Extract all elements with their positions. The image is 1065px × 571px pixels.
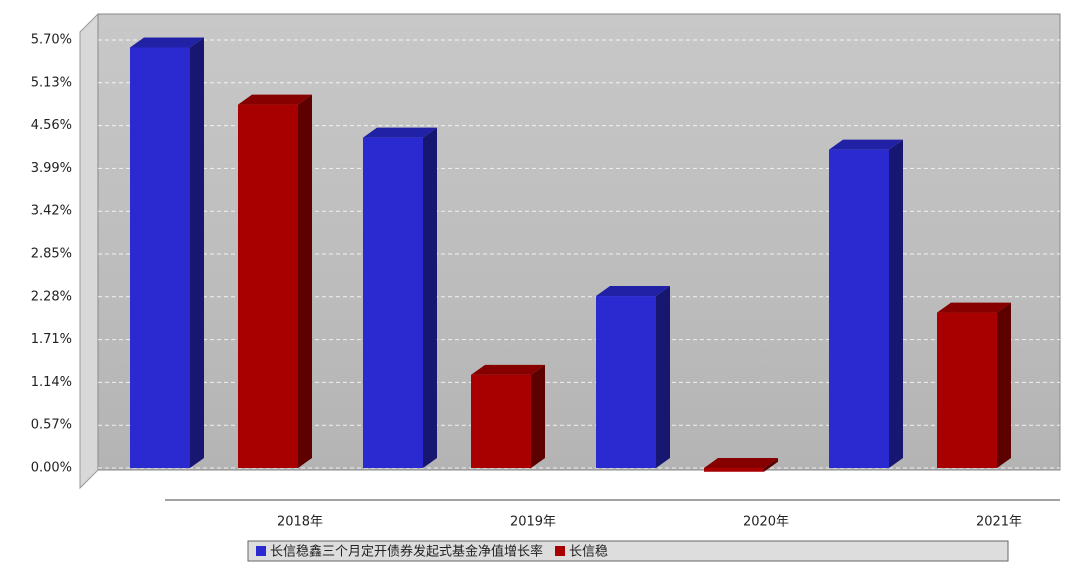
bar-top xyxy=(596,286,670,297)
bar-side xyxy=(889,139,903,469)
bar-top xyxy=(363,127,437,138)
y-tick-label: 1.14% xyxy=(31,375,72,390)
bar-top xyxy=(471,364,545,375)
legend-label: 长信稳鑫三个月定开债券发起式基金净值增长率 xyxy=(270,544,543,560)
bar xyxy=(238,104,298,468)
legend-swatch xyxy=(256,546,266,556)
bar-top xyxy=(829,139,903,150)
x-tick-label: 2018年 xyxy=(277,515,323,530)
bar-top xyxy=(130,37,204,48)
y-tick-label: 5.13% xyxy=(31,75,72,90)
legend-label: 长信稳 xyxy=(569,544,608,560)
bar xyxy=(363,137,423,469)
x-tick-label: 2019年 xyxy=(510,515,556,530)
bar-side xyxy=(656,286,670,468)
bar xyxy=(704,468,764,472)
bar xyxy=(596,296,656,468)
bar xyxy=(130,47,190,468)
bar-side xyxy=(764,458,778,472)
y-tick-label: 3.42% xyxy=(31,204,72,219)
bar-side xyxy=(531,364,545,468)
bar-side xyxy=(298,94,312,468)
y-tick-label: 2.28% xyxy=(31,289,72,304)
legend-frame xyxy=(247,540,1009,562)
bar-top xyxy=(704,458,778,468)
y-tick-label: 2.85% xyxy=(31,247,72,262)
x-tick-label: 2020年 xyxy=(743,515,789,530)
y-tick-label: 0.57% xyxy=(31,418,72,433)
bar xyxy=(471,374,531,468)
y-tick-label: 1.71% xyxy=(31,332,72,347)
bar-top xyxy=(238,94,312,105)
legend-swatch xyxy=(555,546,566,556)
y-tick-label: 4.56% xyxy=(31,118,72,133)
x-tick-label: 2021年 xyxy=(976,515,1022,530)
bar-side xyxy=(423,127,437,468)
bar-top xyxy=(937,302,1011,313)
y-tick-label: 3.99% xyxy=(31,161,72,176)
bar xyxy=(937,312,997,468)
bar-side xyxy=(997,302,1011,468)
y-tick-label: 5.70% xyxy=(31,33,72,48)
y-tick-label: 0.00% xyxy=(31,461,72,476)
bar-side xyxy=(190,37,204,468)
bar xyxy=(829,149,889,469)
legend: 长信稳鑫三个月定开债券发起式基金净值增长率 长信稳 xyxy=(247,540,1009,562)
